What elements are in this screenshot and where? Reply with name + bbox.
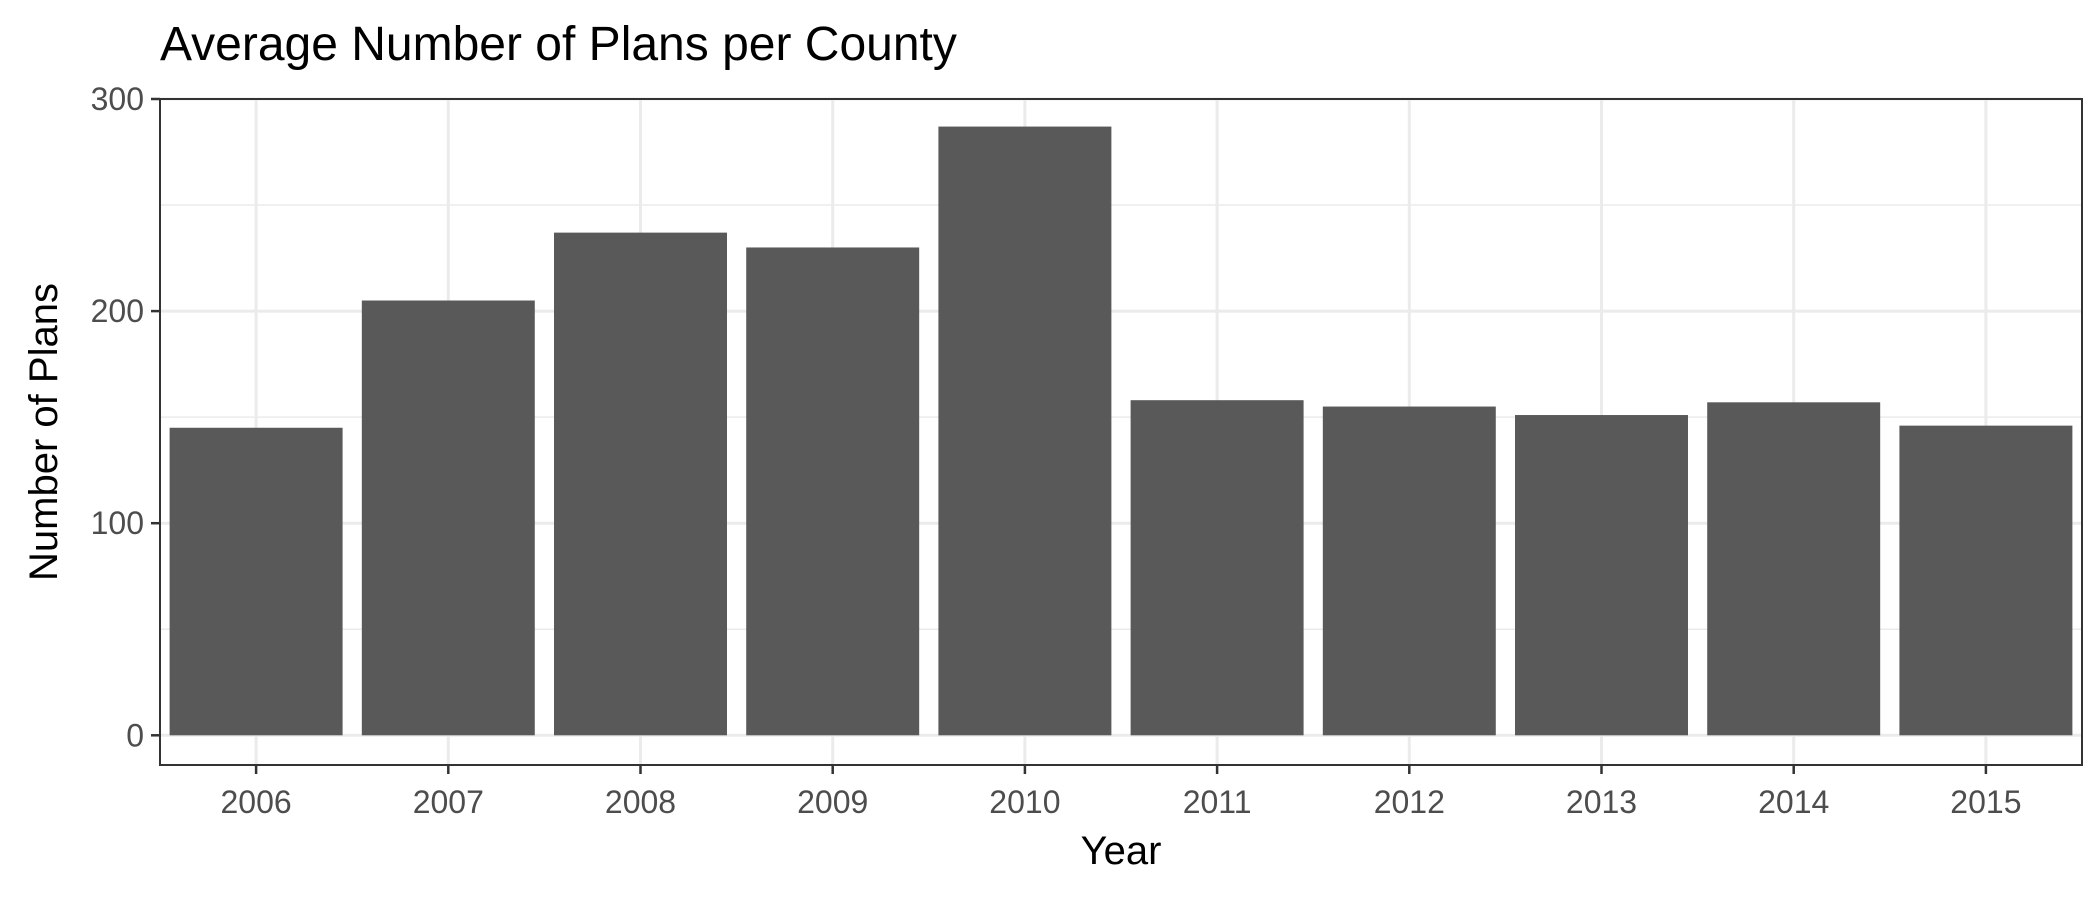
x-axis-title: Year xyxy=(1081,829,1162,873)
bar-2015 xyxy=(1899,425,2073,736)
bar-2009 xyxy=(746,247,920,736)
bar-2008 xyxy=(554,232,727,736)
bars xyxy=(169,126,2073,736)
bar-2012 xyxy=(1322,406,1496,736)
bar-2007 xyxy=(361,300,535,736)
bar-2011 xyxy=(1130,400,1304,736)
y-axis: 0 100 200 300 xyxy=(91,81,160,753)
x-tick-label: 2009 xyxy=(797,784,868,820)
bar-2006 xyxy=(169,427,343,736)
chart-title: Average Number of Plans per County xyxy=(160,18,957,71)
x-tick-label: 2013 xyxy=(1566,784,1637,820)
plot-panel-border xyxy=(159,98,2083,766)
y-axis-title: Number of Plans xyxy=(22,283,66,581)
bar-2013 xyxy=(1515,415,1688,736)
x-tick-label: 2007 xyxy=(413,784,484,820)
x-tick-label: 2011 xyxy=(1183,784,1252,820)
x-tick-label: 2010 xyxy=(989,784,1060,820)
bar-2014 xyxy=(1707,402,1881,736)
y-tick-label: 200 xyxy=(91,293,144,329)
y-tick-label: 0 xyxy=(126,717,144,753)
x-tick-label: 2012 xyxy=(1374,784,1445,820)
x-axis: 2006 2007 2008 2009 2010 2011 2012 2013 2014 2015 xyxy=(221,765,2021,820)
x-tick-label: 2008 xyxy=(605,784,676,820)
x-tick-label: 2015 xyxy=(1950,784,2021,820)
y-tick-label: 300 xyxy=(91,81,144,117)
x-tick-label: 2014 xyxy=(1758,784,1829,820)
x-tick-label: 2006 xyxy=(221,784,292,820)
y-tick-label: 100 xyxy=(91,505,144,541)
bar-2010 xyxy=(938,126,1112,736)
